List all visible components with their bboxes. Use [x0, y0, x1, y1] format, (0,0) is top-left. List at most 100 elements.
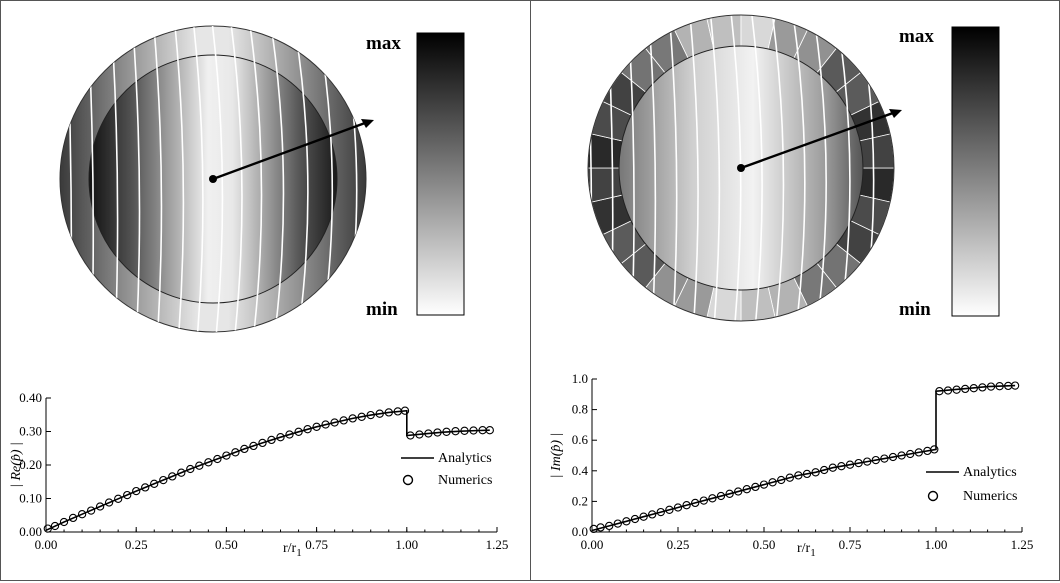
numerics-marker: [168, 472, 177, 481]
numerics-marker: [969, 384, 978, 393]
analytics-line: [591, 384, 1016, 532]
legend-numerics-label: Numerics: [438, 473, 492, 488]
numerics-marker: [294, 427, 303, 436]
numerics-marker: [820, 465, 829, 475]
contour-line: [131, 26, 141, 332]
numerics-marker: [433, 428, 442, 437]
numerics-marker: [751, 482, 760, 492]
contour-line: [173, 26, 185, 332]
numerics-marker: [406, 431, 415, 440]
y-tick-label: 0.6: [572, 432, 589, 447]
numerics-marker: [986, 382, 996, 391]
contour-line: [709, 15, 721, 321]
numerics-marker: [485, 426, 494, 435]
numerics-marker: [415, 430, 424, 439]
numerics-marker: [43, 524, 52, 533]
contour-line: [248, 26, 263, 332]
x-tick-label: 0.50: [753, 537, 776, 552]
y-axis-title: | Im(p̂) |: [549, 433, 564, 479]
contour-line: [771, 15, 785, 321]
numerics-marker: [132, 486, 141, 496]
left-colorbar-max-label: max: [366, 33, 401, 54]
y-tick-label: 0.10: [19, 491, 42, 506]
numerics-marker: [935, 387, 944, 396]
numerics-marker: [186, 464, 195, 474]
numerics-marker: [204, 458, 213, 467]
left-line-chart: 0.00 0.25 0.50 0.75 1.00 1.25 0.00 0.10 0.20 0.30…: [9, 390, 508, 559]
contour-line: [211, 26, 224, 332]
numerics-marker: [240, 444, 249, 454]
contour-line: [152, 26, 163, 332]
contour-line: [647, 15, 657, 321]
numerics-marker: [330, 418, 339, 427]
numerics-marker: [794, 471, 803, 480]
numerics-marker: [303, 425, 312, 434]
numerics-marker: [906, 449, 915, 459]
numerics-marker: [978, 383, 987, 392]
x-axis-title: r/r1: [797, 541, 816, 559]
x-tick-label: 1.25: [486, 537, 509, 552]
legend-marker-swatch: [402, 474, 414, 486]
left-chart-series: [43, 406, 494, 533]
right-chart-series: [589, 381, 1020, 534]
y-tick-label: 0.00: [19, 524, 42, 539]
x-tick-label: 1.25: [1011, 537, 1034, 552]
numerics-marker: [159, 475, 168, 485]
y-tick-label: 0.30: [19, 424, 42, 439]
x-tick-label: 0.25: [125, 537, 148, 552]
x-tick-label: 0.75: [839, 537, 862, 552]
numerics-marker: [150, 479, 159, 488]
numerics-marker: [880, 454, 889, 463]
numerics-marker: [871, 455, 880, 465]
numerics-marker: [141, 483, 150, 492]
numerics-marker: [630, 514, 640, 524]
legend-analytics-label: Analytics: [438, 451, 492, 466]
left-chart-legend: Analytics Numerics: [401, 451, 492, 488]
y-tick-label: 0.0: [572, 524, 588, 539]
numerics-marker: [77, 510, 87, 519]
numerics-marker: [442, 427, 451, 436]
numerics-marker: [86, 506, 96, 515]
numerics-marker: [267, 435, 276, 445]
numerics-marker: [708, 494, 717, 503]
numerics-marker: [213, 454, 222, 464]
x-tick-label: 1.00: [395, 537, 418, 552]
panel-left-frame: [0, 0, 531, 581]
numerics-marker: [742, 485, 751, 494]
numerics-marker: [854, 458, 863, 468]
numerics-marker: [177, 468, 186, 477]
numerics-marker: [195, 461, 204, 470]
numerics-marker: [863, 457, 872, 466]
numerics-marker: [348, 414, 357, 423]
right-field-disk: [587, 14, 902, 322]
x-axis-title: r/r1: [283, 541, 302, 559]
numerics-marker: [725, 489, 734, 498]
contour-line: [668, 15, 678, 321]
y-tick-label: 0.20: [19, 457, 42, 472]
numerics-marker: [222, 451, 231, 460]
numerics-marker: [451, 427, 460, 436]
left-colorbar-min-label: min: [366, 299, 398, 320]
left-chart-axes: 0.00 0.25 0.50 0.75 1.00 1.25 0.00 0.10 0.20 0.30…: [19, 390, 508, 552]
y-tick-label: 1.0: [572, 371, 588, 386]
numerics-marker: [375, 409, 384, 418]
x-tick-label: 0.00: [581, 537, 604, 552]
numerics-marker: [339, 416, 348, 425]
numerics-marker: [424, 429, 433, 438]
numerics-marker: [50, 521, 60, 531]
numerics-marker: [366, 410, 375, 420]
legend-marker-swatch: [927, 490, 939, 502]
numerics-marker: [285, 430, 294, 439]
numerics-marker: [734, 487, 743, 496]
numerics-marker: [759, 480, 769, 489]
right-direction-arrow: [740, 111, 894, 170]
numerics-marker: [639, 512, 648, 521]
x-tick-label: 0.75: [305, 537, 328, 552]
numerics-marker: [682, 501, 691, 510]
x-tick-label: 0.00: [35, 537, 58, 552]
numerics-marker: [914, 448, 923, 457]
numerics-marker: [768, 478, 777, 487]
x-tick-label: 0.50: [215, 537, 238, 552]
numerics-marker: [258, 438, 267, 448]
numerics-marker: [321, 420, 330, 429]
